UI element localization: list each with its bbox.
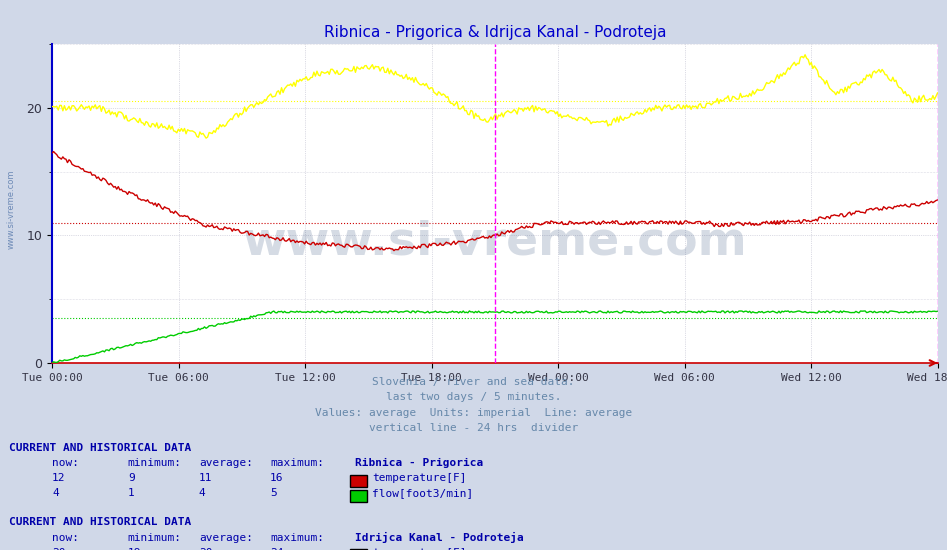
- Text: 1: 1: [128, 488, 134, 498]
- Text: average:: average:: [199, 458, 253, 469]
- Text: CURRENT AND HISTORICAL DATA: CURRENT AND HISTORICAL DATA: [9, 517, 191, 527]
- Title: Ribnica - Prigorica & Idrijca Kanal - Podroteja: Ribnica - Prigorica & Idrijca Kanal - Po…: [324, 25, 666, 40]
- Text: CURRENT AND HISTORICAL DATA: CURRENT AND HISTORICAL DATA: [9, 443, 191, 453]
- Text: 9: 9: [128, 473, 134, 483]
- Text: minimum:: minimum:: [128, 532, 182, 543]
- Text: 20: 20: [199, 547, 212, 550]
- Text: www.si-vreme.com: www.si-vreme.com: [242, 219, 747, 265]
- Text: 24: 24: [270, 547, 283, 550]
- Text: minimum:: minimum:: [128, 458, 182, 469]
- Text: maximum:: maximum:: [270, 532, 324, 543]
- Text: 11: 11: [199, 473, 212, 483]
- Text: now:: now:: [52, 532, 80, 543]
- Text: average:: average:: [199, 532, 253, 543]
- Text: vertical line - 24 hrs  divider: vertical line - 24 hrs divider: [369, 423, 578, 433]
- Text: temperature[F]: temperature[F]: [372, 473, 467, 483]
- Text: now:: now:: [52, 458, 80, 469]
- Text: 20: 20: [52, 547, 65, 550]
- Text: www.si-vreme.com: www.si-vreme.com: [7, 169, 16, 249]
- Text: 16: 16: [270, 473, 283, 483]
- Text: 5: 5: [270, 488, 277, 498]
- Text: Idrijca Kanal - Podroteja: Idrijca Kanal - Podroteja: [355, 532, 524, 543]
- Text: 12: 12: [52, 473, 65, 483]
- Text: maximum:: maximum:: [270, 458, 324, 469]
- Text: 19: 19: [128, 547, 141, 550]
- Text: 4: 4: [199, 488, 205, 498]
- Text: Slovenia / river and sea data.: Slovenia / river and sea data.: [372, 377, 575, 387]
- Text: Ribnica - Prigorica: Ribnica - Prigorica: [355, 458, 483, 469]
- Text: temperature[F]: temperature[F]: [372, 547, 467, 550]
- Text: 4: 4: [52, 488, 59, 498]
- Text: last two days / 5 minutes.: last two days / 5 minutes.: [385, 392, 562, 402]
- Text: flow[foot3/min]: flow[foot3/min]: [372, 488, 474, 498]
- Text: Values: average  Units: imperial  Line: average: Values: average Units: imperial Line: av…: [314, 408, 633, 417]
